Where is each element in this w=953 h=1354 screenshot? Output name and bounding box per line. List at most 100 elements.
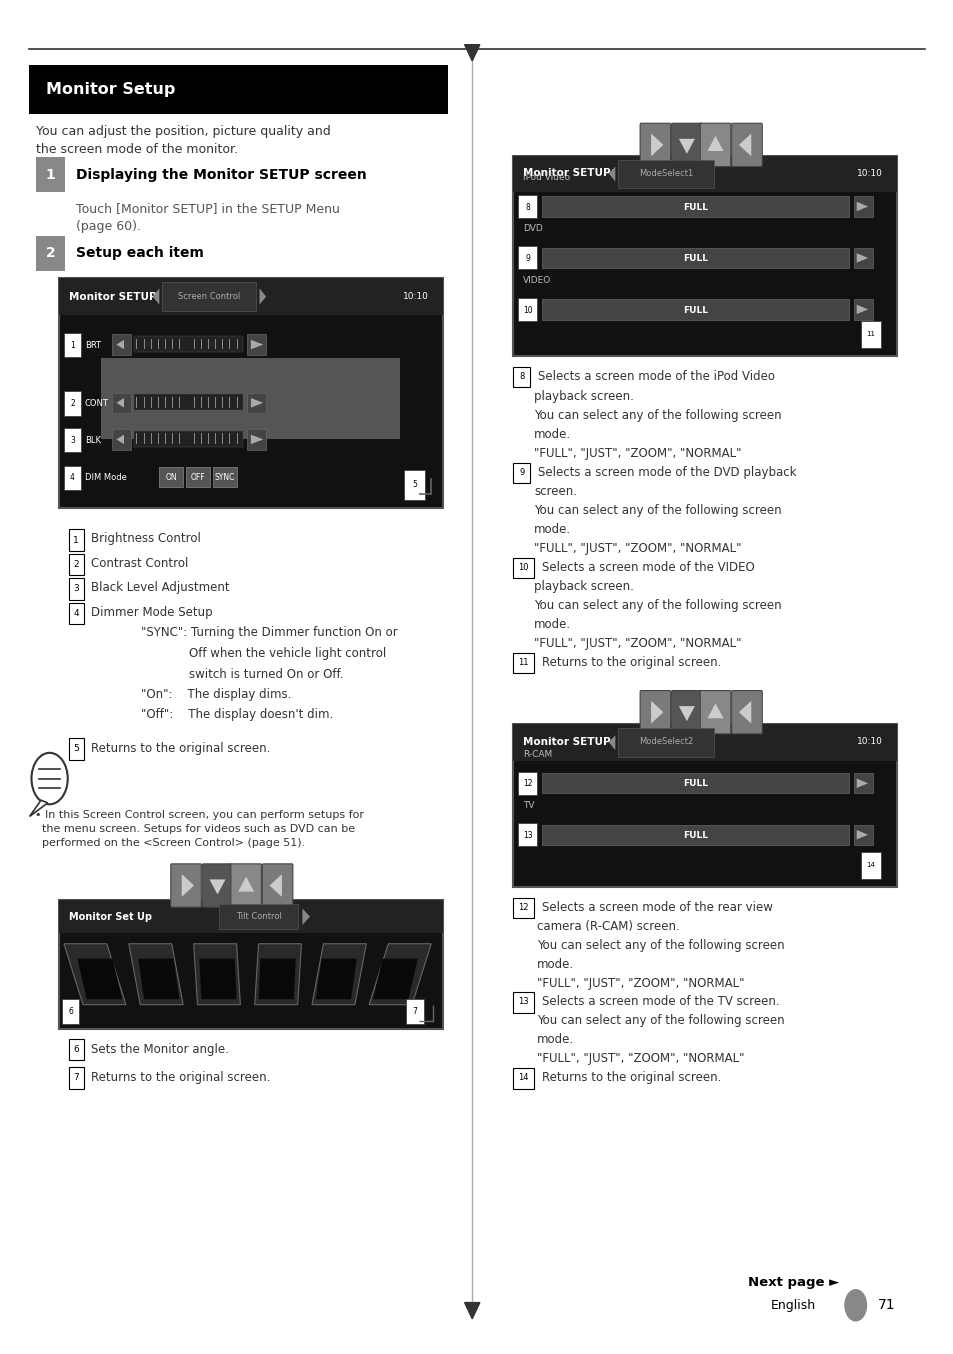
Bar bbox=[59, 278, 442, 315]
Bar bbox=[133, 431, 243, 447]
Text: 8: 8 bbox=[525, 203, 529, 211]
Text: 8: 8 bbox=[518, 372, 524, 380]
Bar bbox=[853, 248, 872, 268]
Text: 12: 12 bbox=[522, 780, 532, 788]
Text: Black Level Adjustment: Black Level Adjustment bbox=[91, 581, 229, 594]
Bar bbox=[236, 433, 237, 444]
Text: FULL: FULL bbox=[682, 831, 707, 839]
Text: 12: 12 bbox=[517, 903, 529, 911]
Bar bbox=[154, 357, 347, 439]
Bar bbox=[208, 433, 209, 444]
Text: 7: 7 bbox=[73, 1074, 79, 1082]
Bar bbox=[541, 299, 848, 320]
Text: 4: 4 bbox=[70, 474, 75, 482]
Bar bbox=[513, 558, 534, 578]
Bar bbox=[193, 338, 194, 349]
Bar bbox=[201, 433, 202, 444]
Polygon shape bbox=[77, 959, 122, 999]
Bar bbox=[64, 391, 81, 416]
Polygon shape bbox=[254, 944, 301, 1005]
Text: Returns to the original screen.: Returns to the original screen. bbox=[541, 655, 720, 669]
Polygon shape bbox=[193, 944, 240, 1005]
Polygon shape bbox=[650, 701, 662, 723]
Text: You can select any of the following screen: You can select any of the following scre… bbox=[537, 938, 784, 952]
Text: 2: 2 bbox=[73, 561, 79, 569]
Text: OFF: OFF bbox=[191, 474, 205, 482]
Bar bbox=[124, 357, 377, 439]
Text: Off when the vehicle light control: Off when the vehicle light control bbox=[189, 647, 386, 661]
Text: You can adjust the position, picture quality and
the screen mode of the monitor.: You can adjust the position, picture qua… bbox=[36, 125, 331, 156]
Text: 1: 1 bbox=[71, 341, 74, 349]
Bar bbox=[62, 999, 79, 1024]
Bar bbox=[36, 236, 65, 271]
Bar bbox=[179, 433, 180, 444]
Bar bbox=[208, 397, 209, 408]
Text: English: English bbox=[770, 1298, 815, 1312]
Text: 9: 9 bbox=[518, 468, 524, 477]
Bar bbox=[853, 299, 872, 320]
Polygon shape bbox=[116, 340, 124, 349]
Polygon shape bbox=[116, 398, 124, 408]
Text: Displaying the Monitor SETUP screen: Displaying the Monitor SETUP screen bbox=[76, 168, 367, 181]
Text: FULL: FULL bbox=[682, 306, 707, 314]
Bar bbox=[222, 397, 223, 408]
Bar bbox=[193, 433, 194, 444]
Bar bbox=[69, 603, 84, 624]
Polygon shape bbox=[302, 909, 310, 925]
Text: "Off":    The display doesn't dim.: "Off": The display doesn't dim. bbox=[141, 708, 334, 722]
Polygon shape bbox=[739, 134, 750, 156]
Bar bbox=[219, 904, 297, 929]
Bar bbox=[406, 999, 423, 1024]
Bar bbox=[159, 467, 183, 487]
Bar bbox=[162, 282, 255, 311]
Text: 6: 6 bbox=[68, 1007, 73, 1016]
Bar bbox=[247, 429, 266, 450]
Bar bbox=[112, 429, 131, 450]
Bar bbox=[404, 470, 425, 500]
Polygon shape bbox=[856, 305, 867, 314]
Bar bbox=[133, 394, 243, 410]
Bar bbox=[179, 397, 180, 408]
Text: 1: 1 bbox=[73, 536, 79, 544]
Text: mode.: mode. bbox=[534, 428, 571, 441]
Text: Selects a screen mode of the DVD playback: Selects a screen mode of the DVD playbac… bbox=[537, 466, 796, 479]
Text: "SYNC": Turning the Dimmer function On or: "SYNC": Turning the Dimmer function On o… bbox=[141, 626, 397, 639]
Polygon shape bbox=[856, 253, 867, 263]
Bar bbox=[165, 338, 166, 349]
Bar bbox=[165, 433, 166, 444]
Polygon shape bbox=[707, 703, 722, 718]
Bar bbox=[165, 397, 166, 408]
Bar bbox=[541, 825, 848, 845]
Bar bbox=[201, 397, 202, 408]
Text: Dimmer Mode Setup: Dimmer Mode Setup bbox=[91, 605, 212, 619]
Text: mode.: mode. bbox=[534, 617, 571, 631]
Bar bbox=[112, 393, 131, 413]
Text: VIDEO: VIDEO bbox=[522, 276, 551, 284]
Text: ModeSelect2: ModeSelect2 bbox=[639, 738, 692, 746]
FancyBboxPatch shape bbox=[731, 123, 761, 167]
Polygon shape bbox=[64, 944, 126, 1005]
Bar bbox=[172, 338, 173, 349]
FancyBboxPatch shape bbox=[700, 691, 730, 734]
Text: 13: 13 bbox=[522, 831, 532, 839]
Text: Monitor Setup: Monitor Setup bbox=[46, 81, 175, 97]
Bar bbox=[59, 278, 442, 508]
Text: Selects a screen mode of the rear view: Selects a screen mode of the rear view bbox=[541, 900, 772, 914]
Text: "On":    The display dims.: "On": The display dims. bbox=[141, 688, 292, 701]
Bar bbox=[59, 900, 442, 1029]
Polygon shape bbox=[608, 167, 615, 181]
Text: • In this Screen Control screen, you can perform setups for
  the menu screen. S: • In this Screen Control screen, you can… bbox=[35, 810, 364, 848]
Polygon shape bbox=[238, 876, 253, 892]
Bar bbox=[151, 338, 152, 349]
FancyBboxPatch shape bbox=[671, 691, 701, 734]
Bar bbox=[151, 433, 152, 444]
Text: "FULL", "JUST", "ZOOM", "NORMAL": "FULL", "JUST", "ZOOM", "NORMAL" bbox=[537, 976, 744, 990]
Bar bbox=[853, 825, 872, 845]
Bar bbox=[517, 772, 537, 795]
Text: Returns to the original screen.: Returns to the original screen. bbox=[541, 1071, 720, 1085]
Bar bbox=[229, 338, 231, 349]
Bar bbox=[59, 900, 442, 933]
Text: Setup each item: Setup each item bbox=[76, 246, 204, 260]
Text: Sets the Monitor angle.: Sets the Monitor angle. bbox=[91, 1043, 229, 1056]
Text: Selects a screen mode of the TV screen.: Selects a screen mode of the TV screen. bbox=[541, 995, 779, 1009]
